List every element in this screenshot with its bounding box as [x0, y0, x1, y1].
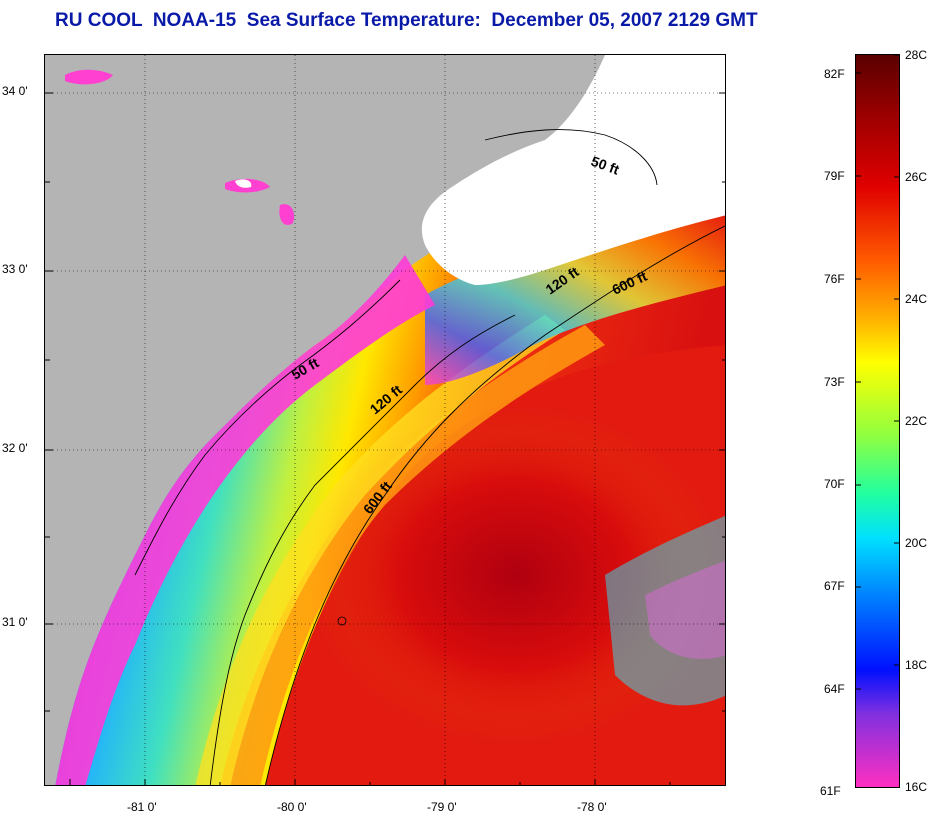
- colorbar-c-24: 24C: [905, 292, 928, 306]
- inland-water-1: [65, 69, 113, 85]
- lat-label-32: 32 0': [2, 441, 28, 455]
- coastal-cold-strip: [55, 255, 435, 785]
- lon-label-78: -78 0': [577, 800, 607, 814]
- colorbar-f-67: 67F: [824, 579, 845, 593]
- colorbar-c-20: 20C: [905, 536, 928, 550]
- colorbar-c-26: 26C: [905, 170, 928, 184]
- colorbar-f-73: 73F: [824, 375, 845, 389]
- colorbar-gradient: [856, 54, 899, 787]
- land-mass: [45, 55, 605, 785]
- colorbar-c-28: 28C: [905, 48, 928, 62]
- sst-map[interactable]: 50 ft 50 ft 120 ft 120 ft 600 ft 600 ft: [44, 54, 726, 786]
- lon-label-81: -81 0': [127, 800, 157, 814]
- transition-band: [220, 325, 605, 785]
- colorbar-f-64: 64F: [824, 682, 845, 696]
- lon-label-79: -79 0': [427, 800, 457, 814]
- graticule: [45, 55, 725, 785]
- bathymetry-contours: [134, 129, 725, 785]
- colorbar-c-18: 18C: [905, 658, 928, 672]
- cloud-mask: [421, 55, 725, 285]
- colorbar-f-79: 79F: [824, 169, 845, 183]
- contour-120ft: [209, 314, 516, 785]
- colorbar-f-82: 82F: [824, 67, 845, 81]
- contour-50ft-north: [484, 129, 658, 186]
- page-title: RU COOL NOAA-15 Sea Surface Temperature:…: [55, 10, 758, 31]
- contour-50ft-south: [134, 279, 401, 576]
- colorbar-c-16: 16C: [905, 780, 928, 794]
- yellow-band: [195, 315, 565, 785]
- colorbar-f-70: 70F: [824, 477, 845, 491]
- eastern-mixed-patch: [645, 560, 725, 659]
- temperature-colorbar: [855, 54, 900, 788]
- lat-label-34: 34 0': [2, 84, 28, 98]
- ne-shelf-band: [425, 215, 725, 385]
- lon-label-80: -80 0': [277, 800, 307, 814]
- station-marker: [337, 616, 347, 626]
- lat-label-31: 31 0': [2, 615, 28, 629]
- sst-map-canvas: 50 ft 50 ft 120 ft 120 ft 600 ft 600 ft: [45, 55, 725, 785]
- colorbar-c-22: 22C: [905, 414, 928, 428]
- colorbar-f-61: 61F: [820, 784, 841, 798]
- inland-cloud: [235, 179, 252, 188]
- eastern-cool-patch: [605, 515, 725, 706]
- contour-600ft: [265, 225, 725, 785]
- colorbar-f-76: 76F: [824, 272, 845, 286]
- inland-water-3: [279, 204, 295, 225]
- lat-label-33: 33 0': [2, 262, 28, 276]
